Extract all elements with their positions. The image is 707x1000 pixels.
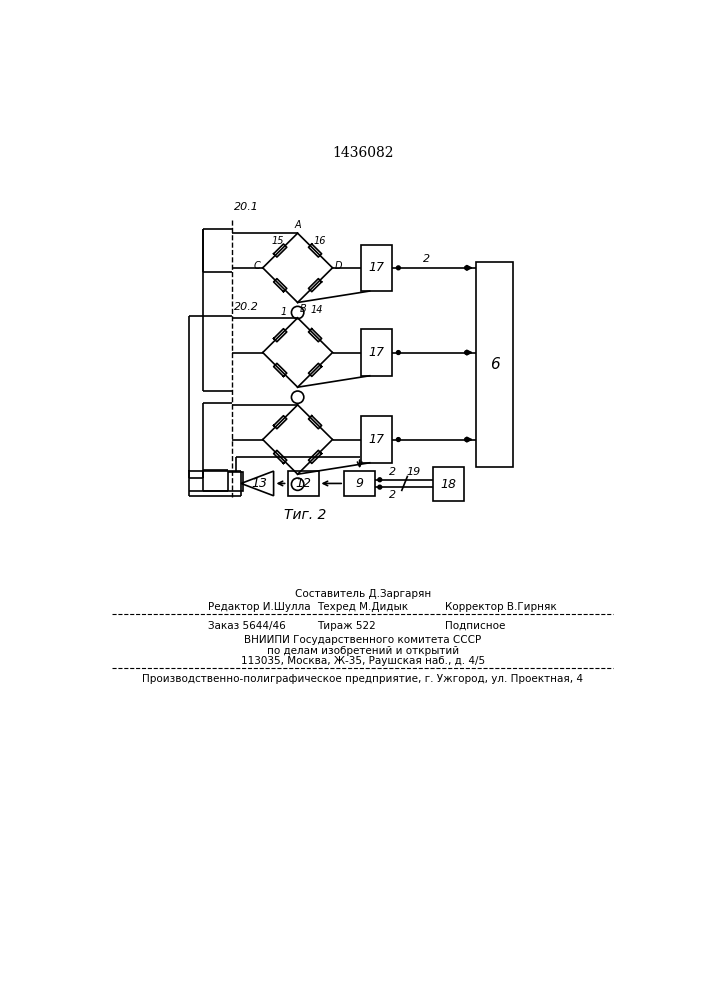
Bar <box>476 262 513 466</box>
Text: Τиг. 2: Τиг. 2 <box>284 508 327 522</box>
Text: Тираж 522: Тираж 522 <box>317 621 375 631</box>
Text: 1436082: 1436082 <box>332 146 394 160</box>
Circle shape <box>464 438 469 441</box>
Text: 2: 2 <box>423 254 430 264</box>
Text: 19: 19 <box>406 467 421 477</box>
Text: 14: 14 <box>310 305 322 315</box>
Text: Составитель Д.Заргарян: Составитель Д.Заргарян <box>295 589 431 599</box>
Text: Заказ 5644/46: Заказ 5644/46 <box>209 621 286 631</box>
Text: B: B <box>300 304 307 314</box>
Text: D: D <box>335 261 342 271</box>
Text: 12: 12 <box>295 477 311 490</box>
Text: Подписное: Подписное <box>445 621 506 631</box>
Text: по делам изобретений и открытий: по делам изобретений и открытий <box>267 646 459 656</box>
Text: 15: 15 <box>271 236 284 246</box>
Text: Техред М.Дидык: Техред М.Дидык <box>317 602 408 612</box>
Circle shape <box>378 485 382 489</box>
Text: 17: 17 <box>368 346 385 359</box>
Text: 17: 17 <box>368 433 385 446</box>
Circle shape <box>397 266 400 270</box>
Bar <box>361 416 392 463</box>
Circle shape <box>464 351 469 354</box>
Text: 20.2: 20.2 <box>234 302 259 312</box>
Circle shape <box>378 478 382 482</box>
Text: 16: 16 <box>313 236 326 246</box>
Circle shape <box>464 266 469 270</box>
Text: 113035, Москва, Ж-35, Раушская наб., д. 4/5: 113035, Москва, Ж-35, Раушская наб., д. … <box>240 656 485 666</box>
Text: 17: 17 <box>368 261 385 274</box>
Text: 2: 2 <box>389 490 396 500</box>
Text: 1: 1 <box>281 307 287 317</box>
Text: Редактор И.Шулла: Редактор И.Шулла <box>209 602 311 612</box>
Bar <box>433 467 464 501</box>
Text: A: A <box>294 220 301 230</box>
Text: 18: 18 <box>440 478 457 491</box>
Text: ВНИИПИ Государственного комитета СССР: ВНИИПИ Государственного комитета СССР <box>244 635 481 645</box>
Bar <box>288 471 319 496</box>
Text: 6: 6 <box>490 357 499 372</box>
Text: 9: 9 <box>356 477 363 490</box>
Text: 13: 13 <box>251 477 267 490</box>
Text: 20.1: 20.1 <box>234 202 259 212</box>
Circle shape <box>397 351 400 354</box>
Circle shape <box>397 438 400 441</box>
Text: Корректор В.Гирняк: Корректор В.Гирняк <box>445 602 556 612</box>
Text: Производственно-полиграфическое предприятие, г. Ужгород, ул. Проектная, 4: Производственно-полиграфическое предприя… <box>142 674 583 684</box>
Bar <box>228 472 243 491</box>
Text: 2: 2 <box>389 467 396 477</box>
Text: C: C <box>254 261 260 271</box>
Bar <box>361 245 392 291</box>
Bar <box>344 471 375 496</box>
Bar <box>361 329 392 376</box>
